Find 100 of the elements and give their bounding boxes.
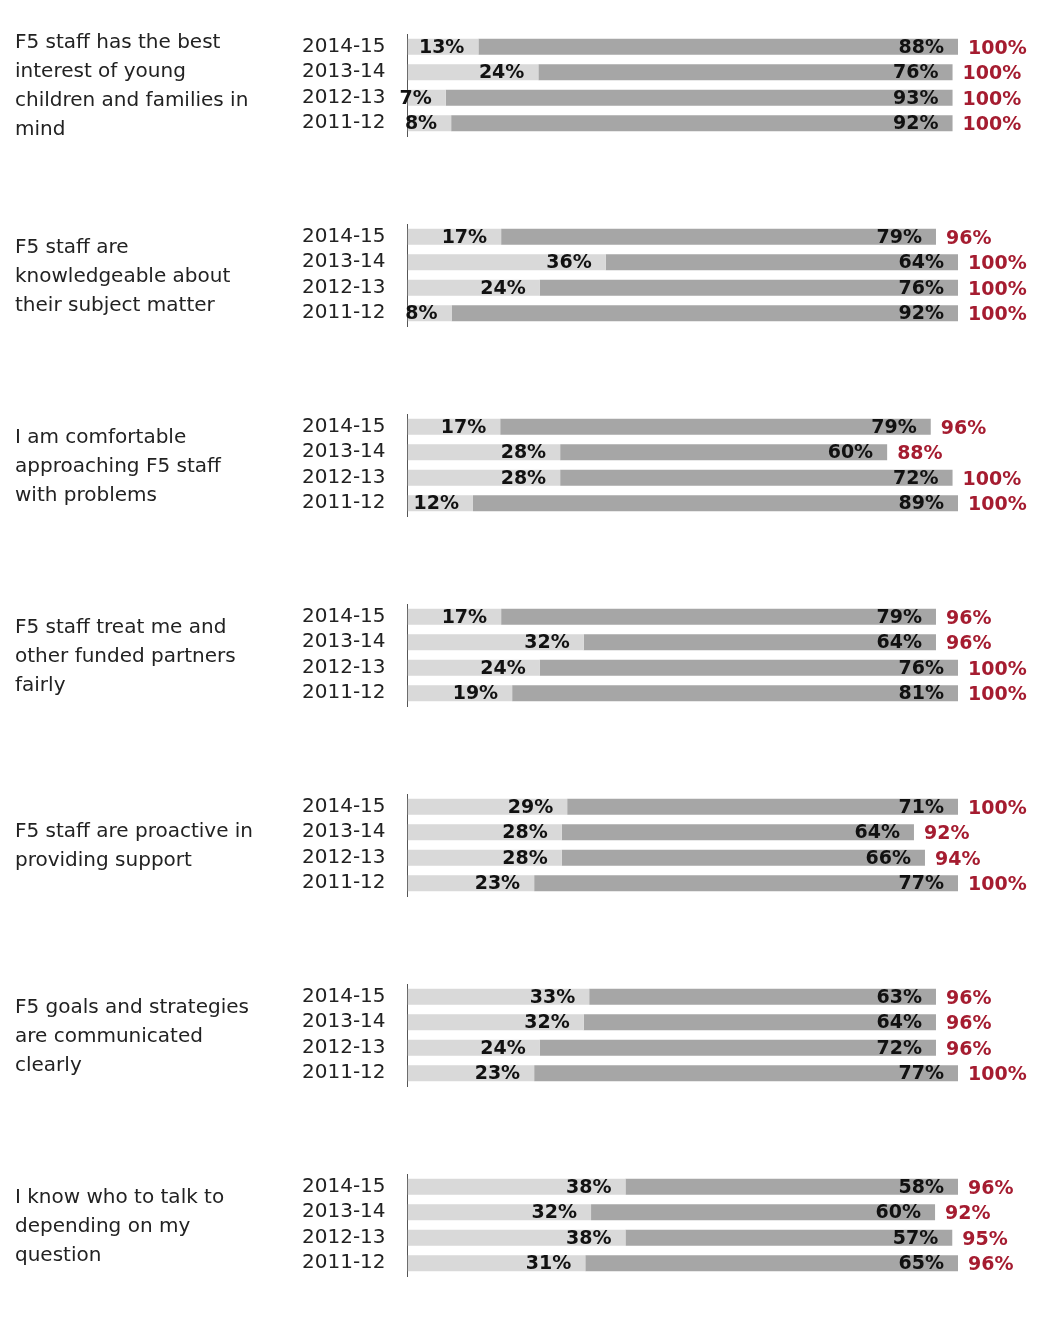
data-label: 71% [898,794,944,817]
y-tick-label: 2012-13 [301,83,386,108]
total-label: 100% [968,492,1027,515]
data-label: 63% [876,984,922,1007]
data-label: 28% [502,845,548,868]
y-tick-label: 2014-15 [301,792,386,817]
text: I know who to talk to depending on my question [15,1182,226,1268]
data-label: 64% [876,630,922,653]
bar [591,1204,936,1221]
y-tick-label: 2011-12 [301,299,386,324]
total-label: 100% [962,86,1022,109]
data-label: 8% [405,301,438,324]
data-label: 58% [898,1174,944,1197]
y-tick-label: 2012-13 [301,273,386,298]
data-label: 17% [441,224,488,247]
y-tick-label: 2012-13 [301,463,386,488]
data-label: 24% [480,275,526,298]
bar [534,1065,958,1082]
y-tick-label: 2012-13 [301,843,386,868]
bar [585,1255,958,1272]
total-label: 96% [945,631,992,654]
data-label: 79% [876,224,922,247]
data-label: 28% [500,465,547,488]
data-label: 23% [474,871,521,894]
y-tick-label: 2011-12 [301,1059,386,1084]
bar [478,38,958,55]
y-tick-label: 2013-14 [301,1198,386,1223]
bar [561,824,914,841]
text: F5 staff has the best interest of young children and families in mind [15,28,250,142]
data-label: 92% [898,301,944,324]
data-label: 60% [827,440,874,463]
y-tick-label: 2013-14 [301,818,386,843]
total-label: 96% [940,415,987,438]
data-label: 29% [507,794,554,817]
total-label: 100% [968,251,1027,274]
data-label: 17% [440,414,487,437]
total-label: 100% [968,682,1027,705]
bar [583,634,936,651]
total-label: 100% [962,466,1022,489]
bar [500,418,931,435]
y-tick-label: 2013-14 [301,58,386,83]
data-label: 72% [893,465,939,488]
bar [451,115,953,132]
y-tick-label: 2014-15 [301,1172,386,1197]
data-label: 38% [565,1174,612,1197]
bar [538,64,953,81]
bar [589,988,936,1005]
data-label: 89% [898,491,944,514]
y-tick-label: 2014-15 [301,982,386,1007]
data-label: 32% [524,1010,570,1033]
data-label: 8% [404,111,438,134]
total-label: 100% [968,35,1027,58]
data-label: 72% [876,1035,922,1058]
y-tick-label: 2011-12 [301,869,386,894]
bar [501,228,936,245]
y-tick-label: 2013-14 [301,1008,386,1033]
y-tick-label: 2011-12 [301,679,386,704]
total-label: 92% [923,821,970,844]
y-tick-label: 2014-15 [301,412,386,437]
total-label: 96% [945,1011,992,1034]
data-label: 76% [898,655,944,678]
bar [539,659,958,676]
y-tick-label: 2011-12 [301,109,386,134]
bar [625,1178,958,1195]
total-label: 96% [968,1175,1014,1198]
bar [605,254,958,271]
y-tick-label: 2013-14 [301,248,386,273]
data-label: 23% [474,1061,521,1084]
data-label: 93% [893,85,939,108]
data-label: 36% [546,250,592,273]
data-label: 12% [413,491,459,514]
data-label: 92% [893,111,939,134]
data-label: 33% [529,984,576,1007]
total-label: 100% [962,61,1022,84]
data-label: 7% [399,85,432,108]
data-label: 76% [893,60,939,83]
bar [539,1039,936,1056]
bar [625,1229,953,1246]
data-label: 65% [898,1251,944,1274]
data-label: 31% [525,1251,572,1274]
data-label: 79% [871,414,917,437]
total-label: 95% [962,1226,1008,1249]
data-label: 76% [898,275,944,298]
total-label: 96% [945,1036,992,1059]
bar [451,305,958,322]
y-tick-label: 2012-13 [301,653,386,678]
text: F5 staff are proactive in providing support [15,817,255,873]
data-label: 38% [565,1225,612,1248]
data-label: 64% [876,1010,922,1033]
data-label: 60% [875,1200,922,1223]
bar [561,849,925,866]
total-label: 96% [968,1252,1014,1275]
bar [512,685,958,702]
bar [501,608,936,625]
text: F5 staff treat me and other funded partners fairly [15,612,237,698]
data-label: 24% [480,655,526,678]
text: F5 goals and strategies are communicated clearly [15,992,250,1078]
total-label: 100% [968,872,1027,895]
data-label: 79% [876,604,922,627]
total-label: 100% [968,1062,1027,1085]
